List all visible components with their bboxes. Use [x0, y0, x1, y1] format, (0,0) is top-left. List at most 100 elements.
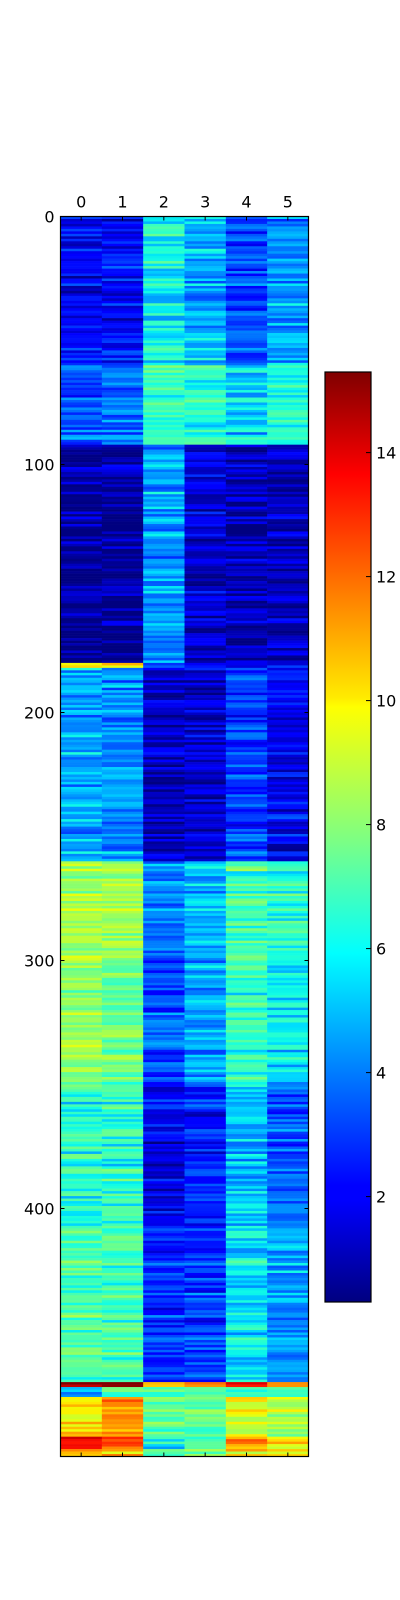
- heatmap-cell: [185, 556, 227, 559]
- heatmap-cell: [226, 1303, 268, 1306]
- heatmap-cell: [143, 1243, 185, 1246]
- heatmap-cell: [102, 1216, 144, 1219]
- heatmap-cell: [143, 943, 185, 946]
- heatmap-cell: [143, 1102, 185, 1105]
- heatmap-cell: [143, 1258, 185, 1261]
- heatmap-cell: [102, 730, 144, 733]
- heatmap-cell: [267, 740, 309, 743]
- heatmap-cell: [226, 425, 268, 428]
- heatmap-cell: [267, 519, 309, 522]
- heatmap-cell: [102, 737, 144, 740]
- heatmap-cell: [61, 1213, 103, 1216]
- heatmap-cell: [226, 1075, 268, 1078]
- heatmap-cell: [267, 965, 309, 968]
- heatmap-cell: [185, 1117, 227, 1120]
- heatmap-cell: [185, 621, 227, 624]
- heatmap-cell: [226, 1280, 268, 1283]
- heatmap-cell: [226, 231, 268, 234]
- heatmap-cell: [185, 1427, 227, 1430]
- heatmap-cell: [102, 1142, 144, 1145]
- heatmap-cell: [61, 385, 103, 388]
- heatmap-cell: [61, 913, 103, 916]
- heatmap-cell: [226, 303, 268, 306]
- heatmap-cell: [267, 641, 309, 644]
- heatmap-cell: [143, 693, 185, 696]
- heatmap-cell: [143, 705, 185, 708]
- heatmap-cell: [185, 584, 227, 587]
- heatmap-cell: [102, 633, 144, 636]
- heatmap-cell: [267, 388, 309, 391]
- heatmap-cell: [185, 393, 227, 396]
- heatmap-cell: [226, 529, 268, 532]
- heatmap-cell: [267, 462, 309, 465]
- heatmap-cell: [143, 427, 185, 430]
- heatmap-cell: [267, 1042, 309, 1045]
- heatmap-cell: [102, 1184, 144, 1187]
- heatmap-cell: [102, 1330, 144, 1333]
- heatmap-cell: [102, 584, 144, 587]
- heatmap-cell: [102, 407, 144, 410]
- heatmap-cell: [102, 1246, 144, 1249]
- heatmap-cell: [61, 1246, 103, 1249]
- heatmap-cell: [267, 1204, 309, 1207]
- heatmap-cell: [267, 879, 309, 882]
- heatmap-cell: [185, 1055, 227, 1058]
- heatmap-cell: [185, 633, 227, 636]
- heatmap-cell: [61, 978, 103, 981]
- heatmap-cell: [102, 891, 144, 894]
- heatmap-cell: [102, 626, 144, 629]
- heatmap-cell: [226, 941, 268, 944]
- heatmap-cell: [267, 1236, 309, 1239]
- heatmap-cell: [102, 1196, 144, 1199]
- heatmap-cell: [185, 1268, 227, 1271]
- heatmap-cell: [61, 1221, 103, 1224]
- heatmap-cell: [267, 405, 309, 408]
- heatmap-cell: [185, 1134, 227, 1137]
- heatmap-cell: [102, 1005, 144, 1008]
- y-tick-label: 0: [44, 208, 54, 227]
- heatmap-cell: [226, 341, 268, 344]
- heatmap-cell: [185, 1395, 227, 1398]
- heatmap-cell: [226, 1395, 268, 1398]
- heatmap-cell: [102, 1288, 144, 1291]
- heatmap-cell: [61, 569, 103, 572]
- heatmap-cell: [143, 1010, 185, 1013]
- heatmap-cell: [143, 623, 185, 626]
- heatmap-cell: [226, 472, 268, 475]
- heatmap-cell: [267, 871, 309, 874]
- heatmap-cell: [185, 1169, 227, 1172]
- heatmap-cell: [102, 298, 144, 301]
- heatmap-cell: [143, 1298, 185, 1301]
- heatmap-cell: [143, 1221, 185, 1224]
- heatmap-cell: [102, 1181, 144, 1184]
- heatmap-cell: [102, 1010, 144, 1013]
- heatmap-cell: [267, 1047, 309, 1050]
- heatmap-cell: [102, 894, 144, 897]
- heatmap-cell: [267, 509, 309, 512]
- heatmap-cell: [102, 606, 144, 609]
- heatmap-cell: [226, 879, 268, 882]
- heatmap-cell: [102, 1439, 144, 1442]
- heatmap-cell: [226, 1258, 268, 1261]
- heatmap-cell: [226, 690, 268, 693]
- heatmap-cell: [185, 658, 227, 661]
- heatmap-cell: [267, 1055, 309, 1058]
- heatmap-cell: [185, 1112, 227, 1115]
- heatmap-cell: [143, 651, 185, 654]
- heatmap-cell: [185, 1300, 227, 1303]
- heatmap-cell: [61, 564, 103, 567]
- heatmap-cell: [102, 1380, 144, 1383]
- heatmap-cell: [143, 1027, 185, 1030]
- heatmap-cell: [185, 973, 227, 976]
- heatmap-cell: [185, 1273, 227, 1276]
- heatmap-cell: [61, 680, 103, 683]
- heatmap-cell: [226, 1293, 268, 1296]
- heatmap-cell: [143, 1365, 185, 1368]
- heatmap-cell: [267, 1434, 309, 1437]
- heatmap-cell: [143, 221, 185, 224]
- heatmap-cell: [267, 750, 309, 753]
- heatmap-cell: [226, 321, 268, 324]
- heatmap-cell: [143, 1080, 185, 1083]
- heatmap-cell: [143, 482, 185, 485]
- heatmap-cell: [226, 782, 268, 785]
